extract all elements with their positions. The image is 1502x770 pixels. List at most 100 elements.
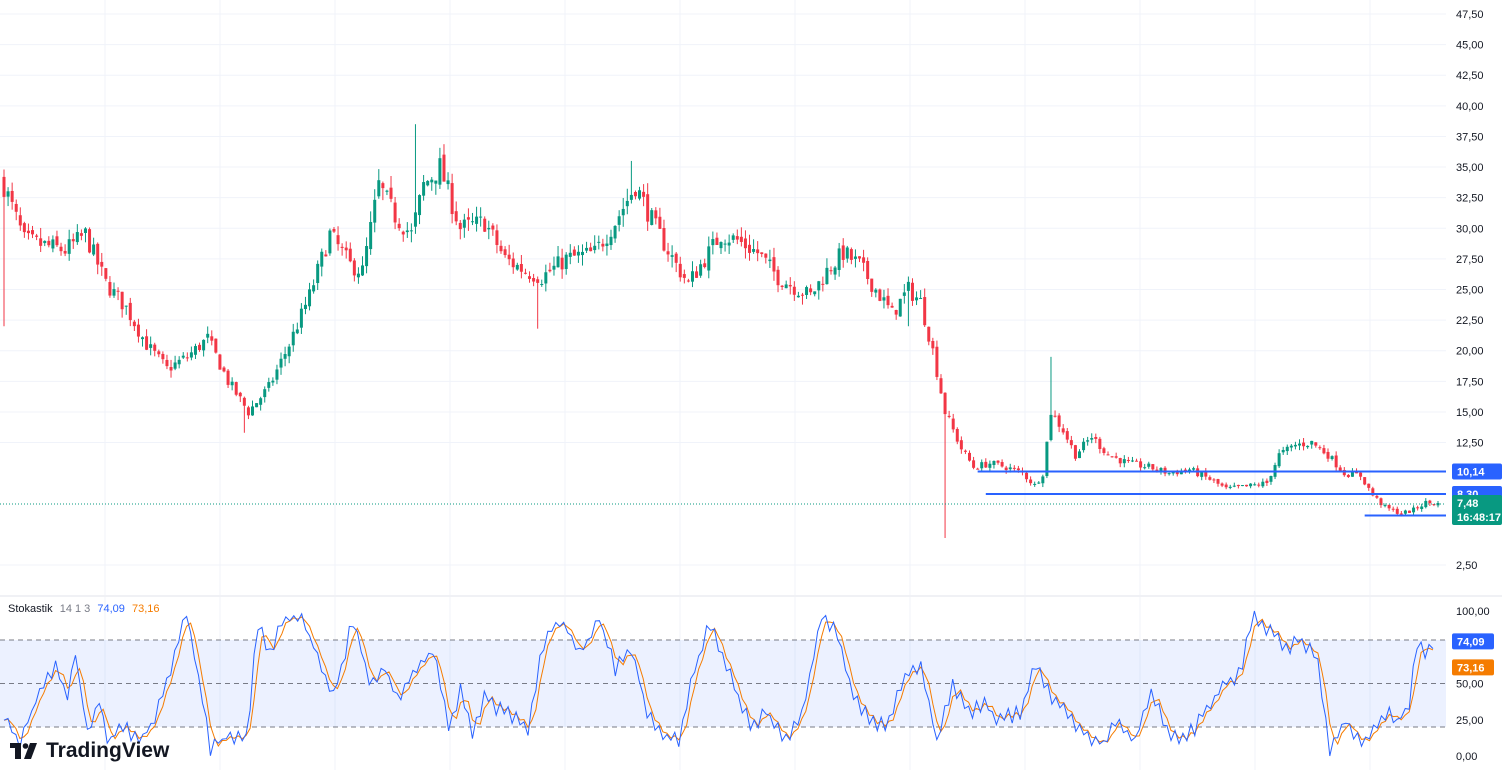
candle-body (768, 259, 772, 262)
candle-body (523, 272, 527, 274)
candle-body (177, 359, 181, 365)
candle-body (1192, 468, 1196, 470)
candle-body (124, 305, 128, 307)
candle-body (552, 265, 556, 270)
candle-body (580, 251, 584, 256)
candle-body (1334, 455, 1338, 468)
candle-body (316, 263, 320, 284)
price-tick-label: 2,50 (1456, 560, 1477, 572)
candle-body (833, 267, 837, 275)
candle-body (890, 305, 894, 308)
candle-body (703, 263, 707, 268)
candle-body (43, 240, 47, 244)
candle-body (1200, 472, 1204, 477)
candle-body (145, 336, 149, 350)
candle-body (499, 245, 503, 252)
candle-body (515, 264, 519, 270)
candle-body (157, 351, 161, 355)
candle-body (1216, 479, 1220, 484)
candle-body (271, 380, 275, 383)
candle-body (214, 338, 218, 353)
candle-body (894, 309, 898, 315)
candle-body (605, 243, 609, 247)
candle-body (1277, 453, 1281, 467)
candle-body (169, 367, 173, 371)
candle-body (1359, 472, 1363, 477)
candle-body (963, 450, 967, 452)
candle-body (764, 253, 768, 258)
candle-body (817, 281, 821, 291)
candle-body (1069, 440, 1073, 446)
candle-body (788, 284, 792, 287)
candle-body (772, 257, 776, 272)
candle-body (251, 406, 255, 416)
candle-body (849, 249, 853, 260)
candle-body (845, 247, 849, 259)
candle-body (466, 217, 470, 220)
last-price-tag-text: 16:48:17 (1457, 512, 1501, 524)
candle-body (837, 248, 841, 270)
candle-body (100, 261, 104, 267)
candle-body (1399, 513, 1403, 515)
candle-body (413, 212, 417, 227)
candle-body (931, 340, 935, 349)
candle-body (650, 210, 654, 225)
candle-body (88, 229, 92, 253)
candle-body (226, 370, 230, 385)
candle-body (312, 285, 316, 292)
candle-body (910, 282, 914, 301)
candle-body (1375, 495, 1379, 498)
candle-body (760, 252, 764, 255)
candle-body (727, 242, 731, 246)
candle-body (234, 382, 238, 395)
tradingview-logo[interactable]: TradingView (10, 739, 169, 763)
candle-body (340, 246, 344, 248)
candle-body (1240, 485, 1244, 487)
candle-body (1025, 472, 1029, 480)
brand-name: TradingView (46, 739, 170, 762)
candle-body (556, 256, 560, 268)
candle-body (1245, 484, 1249, 487)
d-value: 73,16 (131, 603, 160, 615)
k-value-tag-text: 74,09 (1457, 636, 1485, 648)
candle-body (426, 180, 430, 186)
candle-body (572, 249, 576, 256)
candle-body (1338, 467, 1342, 471)
candle-body (1346, 474, 1350, 477)
candle-body (35, 235, 39, 237)
candle-body (1033, 483, 1037, 485)
candle-body (699, 264, 703, 276)
candle-body (320, 251, 324, 267)
candle-body (438, 158, 442, 185)
candle-body (752, 249, 756, 252)
price-tick-label: 15,00 (1456, 407, 1484, 419)
candle-body (75, 232, 79, 243)
candle-body (548, 269, 552, 272)
candle-body (939, 378, 943, 394)
price-tick-label: 12,50 (1456, 438, 1484, 450)
price-axis[interactable]: 47,50 45,00 42,50 40,00 37,50 35,00 32,50 30,00… (1452, 9, 1502, 572)
candle-body (434, 180, 438, 184)
tradingview-logo-icon (10, 743, 37, 759)
stochastic-k-line (3, 610, 1434, 757)
candle-body (206, 333, 210, 338)
candle-body (405, 230, 409, 233)
candle-body (825, 267, 829, 285)
candle-body (1008, 467, 1012, 470)
candle-body (202, 339, 206, 351)
candle-body (1118, 458, 1122, 464)
candle-body (210, 336, 214, 341)
candle-body (1126, 459, 1130, 461)
candle-body (373, 199, 377, 223)
candle-body (430, 179, 434, 183)
price-tick-label: 40,00 (1456, 101, 1484, 113)
candle-body (906, 281, 910, 291)
candle-body (230, 381, 234, 386)
candle-body (193, 346, 197, 355)
candle-body (1175, 471, 1179, 475)
candle-body (458, 222, 462, 230)
candle-body (1086, 440, 1090, 442)
candle-body (112, 289, 116, 296)
candle-body (141, 337, 145, 340)
